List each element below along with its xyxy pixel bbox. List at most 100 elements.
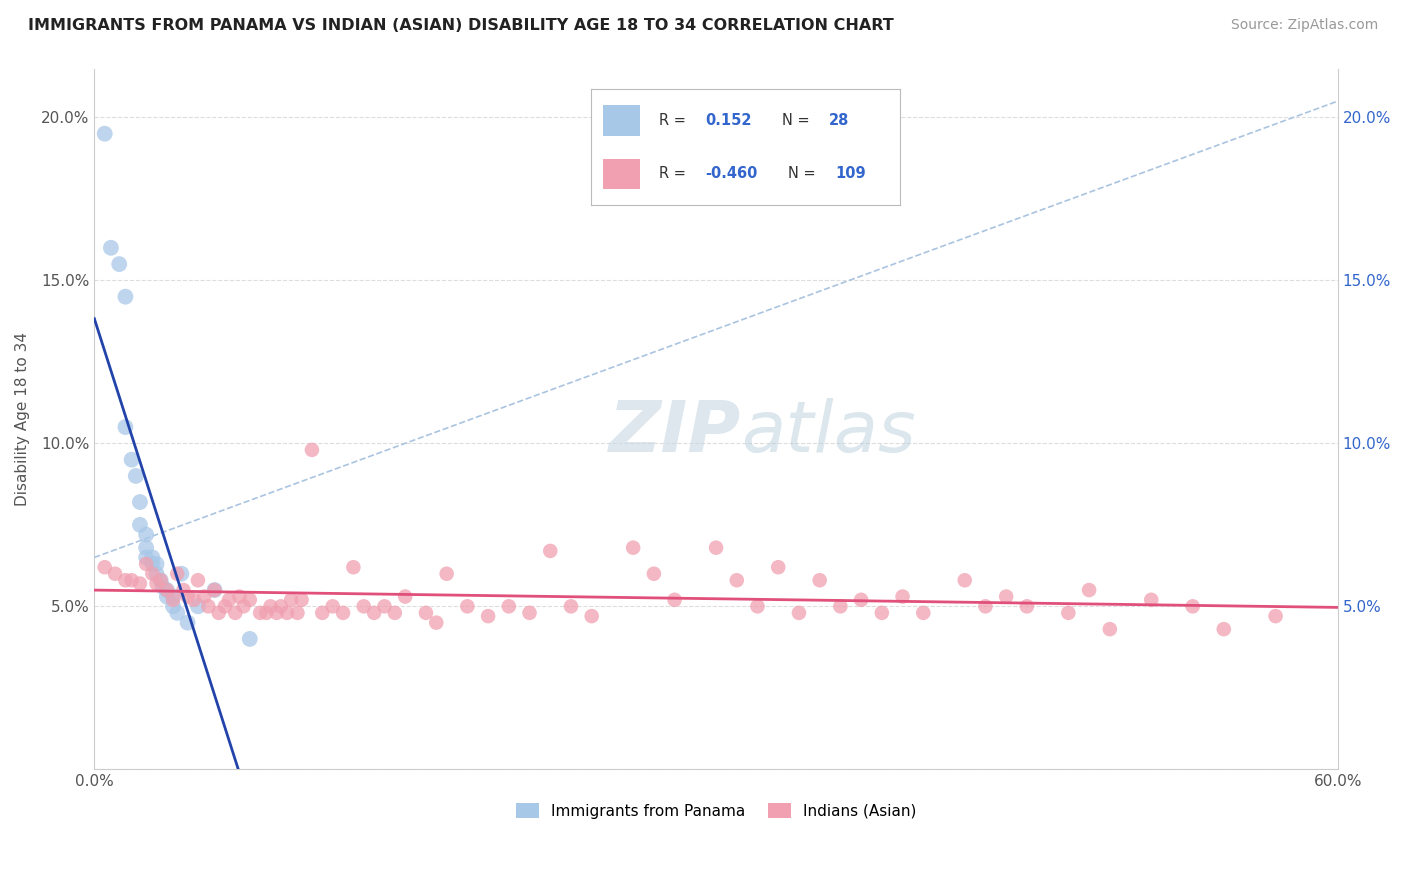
Point	[621, 541, 644, 555]
Point	[974, 599, 997, 614]
Point	[953, 574, 976, 588]
Point	[270, 599, 292, 614]
Point	[162, 592, 184, 607]
Legend: Immigrants from Panama, Indians (Asian): Immigrants from Panama, Indians (Asian)	[509, 797, 922, 825]
Point	[141, 550, 163, 565]
Point	[145, 566, 167, 581]
Point	[436, 566, 458, 581]
Point	[176, 615, 198, 630]
Point	[725, 574, 748, 588]
Point	[249, 606, 271, 620]
Point	[187, 574, 209, 588]
Point	[581, 609, 603, 624]
Point	[204, 582, 226, 597]
Point	[519, 606, 541, 620]
Point	[995, 590, 1018, 604]
Point	[176, 590, 198, 604]
Point	[425, 615, 447, 630]
Text: R =: R =	[658, 166, 686, 181]
Point	[232, 599, 254, 614]
Point	[704, 541, 727, 555]
Point	[156, 582, 179, 597]
Text: IMMIGRANTS FROM PANAMA VS INDIAN (ASIAN) DISABILITY AGE 18 TO 34 CORRELATION CHA: IMMIGRANTS FROM PANAMA VS INDIAN (ASIAN)…	[28, 18, 894, 33]
Bar	[603, 159, 640, 189]
Point	[342, 560, 364, 574]
Text: atlas: atlas	[741, 399, 915, 467]
Y-axis label: Disability Age 18 to 34: Disability Age 18 to 34	[15, 332, 30, 506]
Point	[214, 599, 236, 614]
Point	[129, 495, 152, 509]
Point	[768, 560, 790, 574]
Point	[183, 592, 205, 607]
Point	[1057, 606, 1080, 620]
Point	[808, 574, 831, 588]
Point	[747, 599, 769, 614]
Point	[156, 582, 179, 597]
Text: Source: ZipAtlas.com: Source: ZipAtlas.com	[1230, 18, 1378, 32]
Point	[1015, 599, 1038, 614]
Point	[1264, 609, 1286, 624]
Point	[394, 590, 416, 604]
Point	[1078, 582, 1101, 597]
Point	[384, 606, 406, 620]
Point	[477, 609, 499, 624]
Point	[172, 582, 194, 597]
Text: N =: N =	[789, 166, 815, 181]
Point	[114, 574, 136, 588]
Point	[456, 599, 478, 614]
Point	[353, 599, 375, 614]
Point	[254, 606, 277, 620]
Point	[498, 599, 520, 614]
Text: 28: 28	[828, 113, 849, 128]
Point	[114, 290, 136, 304]
Point	[664, 592, 686, 607]
Point	[870, 606, 893, 620]
Point	[560, 599, 582, 614]
Point	[1140, 592, 1163, 607]
Point	[121, 574, 143, 588]
Point	[166, 566, 188, 581]
Point	[912, 606, 935, 620]
Bar	[603, 105, 640, 136]
Point	[239, 592, 262, 607]
Point	[228, 590, 250, 604]
Point	[162, 590, 184, 604]
Point	[218, 592, 240, 607]
Point	[208, 606, 231, 620]
Point	[415, 606, 437, 620]
Point	[152, 580, 174, 594]
Point	[166, 606, 188, 620]
Point	[108, 257, 131, 271]
Point	[149, 574, 172, 588]
Point	[170, 566, 193, 581]
Text: -0.460: -0.460	[704, 166, 758, 181]
Point	[1181, 599, 1204, 614]
Point	[311, 606, 333, 620]
Point	[121, 452, 143, 467]
Point	[849, 592, 872, 607]
Point	[830, 599, 852, 614]
Point	[891, 590, 914, 604]
Point	[114, 420, 136, 434]
Point	[129, 517, 152, 532]
Text: 109: 109	[835, 166, 866, 181]
Point	[259, 599, 281, 614]
Point	[135, 541, 157, 555]
Point	[787, 606, 810, 620]
Point	[125, 469, 148, 483]
Point	[373, 599, 395, 614]
Point	[1212, 622, 1234, 636]
Point	[145, 576, 167, 591]
Point	[162, 599, 184, 614]
Text: ZIP: ZIP	[609, 399, 741, 467]
Point	[239, 632, 262, 646]
Point	[100, 241, 122, 255]
Text: R =: R =	[658, 113, 686, 128]
Text: N =: N =	[782, 113, 810, 128]
Point	[93, 560, 115, 574]
Point	[93, 127, 115, 141]
Point	[280, 592, 302, 607]
Point	[135, 550, 157, 565]
Point	[193, 590, 215, 604]
Point	[301, 442, 323, 457]
